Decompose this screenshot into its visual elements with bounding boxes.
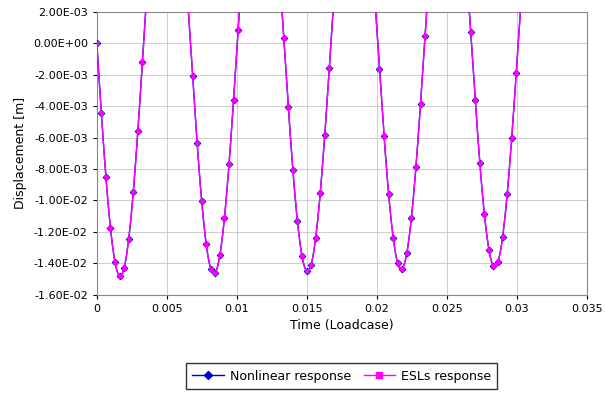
Y-axis label: Displacement [m]: Displacement [m] [14,97,27,209]
Nonlinear response [468,44,476,48]
Legend: Nonlinear response, ESLs response: Nonlinear response, ESLs response [186,363,497,389]
ESLs response [311,242,318,247]
ESLs response [468,44,476,48]
ESLs response [93,41,100,46]
ESLs response [117,274,124,278]
Nonlinear response [93,41,100,46]
Nonlinear response [314,220,321,224]
Line: ESLs response: ESLs response [94,0,554,279]
Line: Nonlinear response: Nonlinear response [94,0,554,279]
ESLs response [314,220,321,224]
X-axis label: Time (Loadcase): Time (Loadcase) [290,320,394,332]
Nonlinear response [117,274,124,278]
Nonlinear response [311,242,318,247]
